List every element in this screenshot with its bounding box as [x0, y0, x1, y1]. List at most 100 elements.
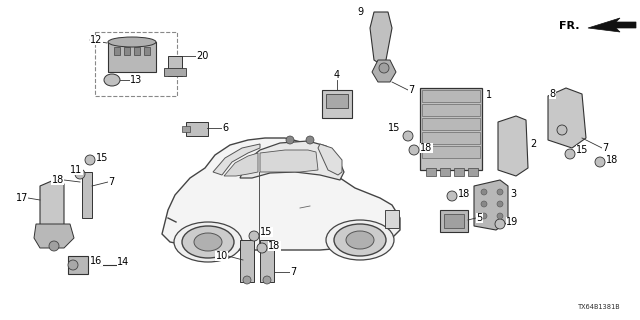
Circle shape [403, 131, 413, 141]
Text: 6: 6 [222, 123, 228, 133]
Polygon shape [213, 144, 260, 175]
Circle shape [249, 231, 259, 241]
Circle shape [447, 191, 457, 201]
Text: 7: 7 [408, 85, 414, 95]
Circle shape [497, 201, 503, 207]
Bar [82, 172, 92, 218]
Circle shape [243, 276, 251, 284]
Polygon shape [372, 60, 396, 82]
Circle shape [481, 213, 487, 219]
Text: 18: 18 [52, 175, 64, 185]
Polygon shape [34, 224, 74, 248]
Polygon shape [162, 138, 400, 250]
Bar [164, 68, 186, 76]
Polygon shape [318, 144, 342, 175]
Text: 4: 4 [334, 70, 340, 80]
Text: 15: 15 [576, 145, 588, 155]
Bar [422, 146, 480, 158]
Text: 13: 13 [130, 75, 142, 85]
Text: 8: 8 [550, 89, 556, 99]
Text: FR.: FR. [559, 21, 580, 31]
Bar [95, 32, 177, 96]
Ellipse shape [182, 226, 234, 258]
Bar [426, 168, 436, 176]
Ellipse shape [108, 37, 156, 47]
Circle shape [263, 276, 271, 284]
Text: 15: 15 [260, 227, 273, 237]
Bar [468, 168, 478, 176]
Circle shape [286, 136, 294, 144]
Text: 12: 12 [90, 35, 102, 45]
Ellipse shape [326, 220, 394, 260]
Bar [422, 118, 480, 130]
Circle shape [409, 145, 419, 155]
Ellipse shape [194, 233, 222, 251]
Bar [422, 132, 480, 144]
Bar [454, 168, 464, 176]
Polygon shape [474, 180, 508, 230]
Bar [420, 88, 482, 170]
Circle shape [49, 241, 59, 251]
Bar [68, 256, 88, 274]
Text: 7: 7 [602, 143, 608, 153]
Text: 7: 7 [290, 267, 296, 277]
Bar [124, 47, 130, 55]
Bar [440, 210, 468, 232]
Text: 15: 15 [388, 123, 400, 133]
Bar [182, 126, 190, 132]
Ellipse shape [104, 74, 120, 86]
Text: 3: 3 [510, 189, 516, 199]
Polygon shape [588, 18, 636, 32]
Bar [385, 210, 399, 228]
Bar [114, 47, 120, 55]
Circle shape [306, 136, 314, 144]
Circle shape [495, 219, 505, 229]
Text: 20: 20 [196, 51, 209, 61]
Polygon shape [370, 12, 392, 64]
Text: 5: 5 [476, 213, 483, 223]
Bar [322, 90, 352, 118]
Text: 16: 16 [90, 256, 102, 266]
Bar [186, 122, 208, 136]
Circle shape [379, 63, 389, 73]
Text: 18: 18 [420, 143, 432, 153]
Polygon shape [40, 180, 64, 232]
Bar [440, 168, 450, 176]
Circle shape [565, 149, 575, 159]
Text: 18: 18 [458, 189, 470, 199]
Text: 10: 10 [216, 251, 228, 261]
Circle shape [481, 201, 487, 207]
Bar [422, 90, 480, 102]
Ellipse shape [334, 224, 386, 256]
Bar [168, 56, 182, 76]
Text: 11: 11 [70, 165, 83, 175]
Polygon shape [240, 141, 344, 180]
Text: 1: 1 [486, 90, 492, 100]
Bar [108, 42, 156, 72]
Text: 19: 19 [506, 217, 518, 227]
Polygon shape [548, 88, 586, 148]
Text: TX64B1381B: TX64B1381B [577, 304, 620, 310]
Text: 14: 14 [117, 257, 129, 267]
Ellipse shape [174, 222, 242, 262]
Text: 15: 15 [96, 153, 108, 163]
Circle shape [497, 189, 503, 195]
Bar [422, 104, 480, 116]
Circle shape [85, 155, 95, 165]
Bar [144, 47, 150, 55]
Text: 7: 7 [108, 177, 115, 187]
Circle shape [497, 213, 503, 219]
Text: 18: 18 [268, 241, 280, 251]
Bar [134, 47, 140, 55]
Circle shape [68, 260, 78, 270]
Text: 9: 9 [358, 7, 364, 17]
Bar [260, 240, 274, 282]
Polygon shape [224, 153, 258, 176]
Text: 18: 18 [606, 155, 618, 165]
Text: 17: 17 [15, 193, 28, 203]
Text: 2: 2 [530, 139, 536, 149]
Bar [444, 214, 464, 228]
Ellipse shape [346, 231, 374, 249]
Circle shape [75, 169, 85, 179]
Circle shape [257, 243, 267, 253]
